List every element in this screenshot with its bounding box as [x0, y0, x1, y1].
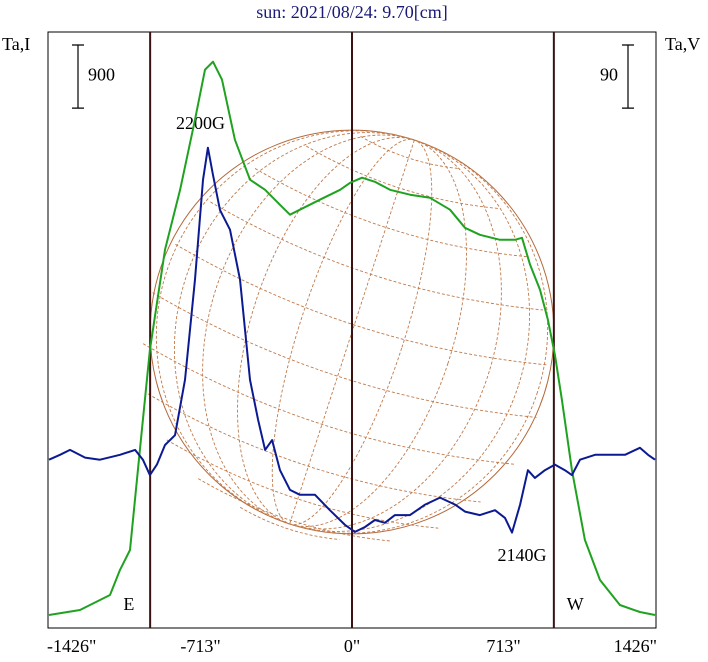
annotation: 2200G — [176, 113, 225, 133]
y-axis-label: Ta,I — [2, 34, 30, 54]
parallel — [360, 135, 461, 170]
x-tick-label: 713" — [486, 636, 520, 656]
annotation: E — [123, 594, 134, 614]
parallel — [254, 168, 527, 258]
series-line — [48, 60, 656, 616]
parallel — [210, 201, 544, 311]
y2-axis-label: Ta,V — [665, 34, 700, 54]
parallel — [166, 439, 439, 529]
parallel — [175, 243, 547, 366]
scale-bar-label: 90 — [600, 65, 618, 85]
series-line — [48, 146, 656, 534]
x-tick-label: -713" — [180, 636, 220, 656]
x-tick-label: 0" — [344, 636, 360, 656]
parallel — [306, 145, 499, 209]
x-tick-label: -1426" — [47, 636, 96, 656]
x-tick-label: 1426" — [614, 636, 657, 656]
parallel — [142, 343, 515, 465]
sun-disk — [142, 129, 555, 542]
parallel — [239, 506, 340, 540]
scale-bar-label: 900 — [88, 65, 115, 85]
parallel — [147, 393, 481, 503]
heliographic-grid — [142, 130, 549, 542]
parallel — [198, 478, 391, 542]
annotation: W — [567, 594, 584, 614]
annotation: 2140G — [497, 545, 546, 565]
scale-bar — [622, 44, 634, 109]
scale-bar — [72, 44, 84, 109]
chart-title: sun: 2021/08/24: 9.70[cm] — [256, 2, 448, 22]
parallel — [152, 292, 537, 418]
meridian — [155, 130, 549, 534]
